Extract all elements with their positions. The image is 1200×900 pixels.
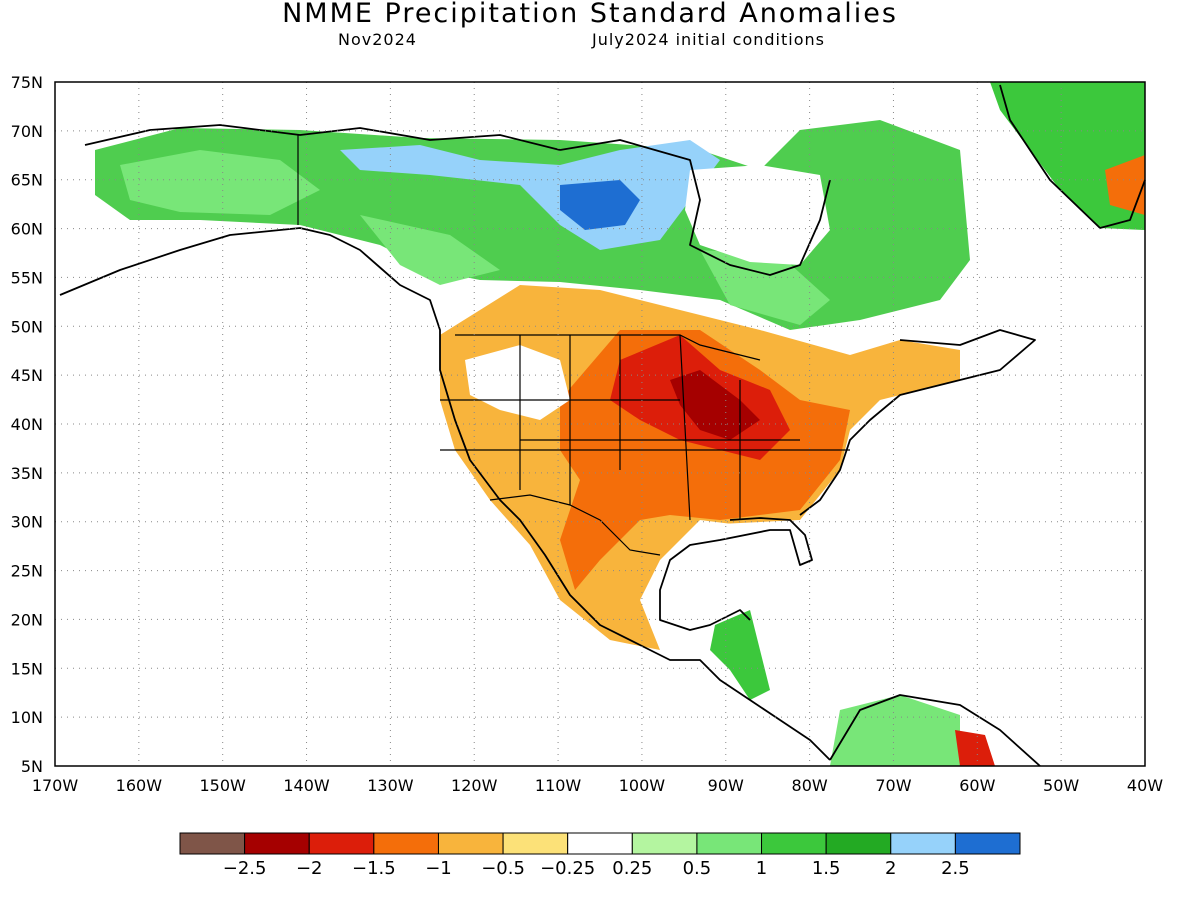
colorbar-swatch (179, 832, 246, 855)
anomaly-region-greenland (990, 82, 1145, 230)
colorbar-swatch (437, 832, 504, 855)
anomaly-region-central-america-green (710, 610, 770, 700)
colorbar-swatch (761, 832, 827, 855)
lat-tick-label: 10N (11, 708, 43, 727)
lon-tick-label: 160W (116, 776, 163, 795)
lon-tick-label: 150W (200, 776, 247, 795)
lon-tick-label: 40W (1127, 776, 1163, 795)
lat-tick-label: 35N (11, 464, 43, 483)
colorbar-swatch (373, 832, 439, 855)
colorbar-swatch (567, 832, 633, 855)
lat-tick-label: 25N (11, 562, 43, 581)
colorbar-swatch (631, 832, 698, 855)
anomaly-region-venezuela-red (955, 730, 995, 766)
anomaly-region-hudson-blue (560, 180, 640, 230)
colorbar-tick-label: −1 (425, 858, 452, 879)
colorbar-swatch (502, 832, 569, 855)
lon-tick-label: 100W (619, 776, 666, 795)
lat-tick-label: 55N (11, 268, 43, 287)
coastlines (59, 84, 1146, 767)
lon-tick-label: 70W (875, 776, 911, 795)
lon-tick-label: 80W (792, 776, 828, 795)
lat-tick-label: 20N (11, 610, 43, 629)
colorbar-tick-label: 2.5 (941, 858, 970, 879)
longitude-labels: 170W 160W 150W 140W 130W 120W 110W 100W 90W 80W 70… (32, 776, 1163, 795)
lon-tick-label: 120W (451, 776, 498, 795)
colorbar (179, 832, 1021, 855)
map-title: NMME Precipitation Standard Anomalies (282, 0, 898, 29)
lon-tick-label: 110W (535, 776, 582, 795)
anomaly-region-greenland-red (1105, 155, 1145, 215)
colorbar-tick-label: −1.5 (352, 858, 396, 879)
map-frame (54, 81, 1146, 767)
lat-tick-label: 40N (11, 415, 43, 434)
lon-tick-label: 90W (708, 776, 744, 795)
lon-tick-label: 50W (1043, 776, 1079, 795)
anomaly-region-hudson-bay-white (685, 165, 830, 265)
lat-tick-label: 70N (11, 122, 43, 141)
lat-tick-label: 60N (11, 220, 43, 239)
anomaly-region-northwest-white (465, 345, 570, 420)
anomaly-region-southeast-white (700, 520, 810, 570)
colorbar-tick-label: −0.5 (481, 858, 525, 879)
colorbar-swatch (696, 832, 763, 855)
colorbar-swatch (890, 832, 956, 855)
lon-tick-label: 130W (367, 776, 414, 795)
colorbar-tick-label: 0.5 (683, 858, 712, 879)
lon-tick-label: 140W (283, 776, 330, 795)
colorbar-tick-label: −2 (296, 858, 323, 879)
lat-tick-label: 5N (21, 757, 43, 776)
colorbar-swatch (825, 832, 892, 855)
lat-tick-label: 30N (11, 513, 43, 532)
latitude-labels: 5N 10N 15N 20N 25N 30N 35N 40N 45N 50N 55N 60N 65N 70… (11, 73, 43, 776)
colorbar-swatch (308, 832, 375, 855)
lon-tick-label: 170W (32, 776, 79, 795)
anomaly-region-us-darkred (670, 370, 760, 440)
lat-tick-label: 75N (11, 73, 43, 92)
anomaly-region-colombia-green (830, 695, 960, 766)
colorbar-tick-label: 1 (756, 858, 767, 879)
lat-tick-label: 50N (11, 317, 43, 336)
colorbar-swatch (244, 832, 310, 855)
graticule (55, 82, 1145, 766)
colorbar-tick-label: −2.5 (223, 858, 267, 879)
lat-tick-label: 15N (11, 659, 43, 678)
colorbar-tick-label: 0.25 (612, 858, 652, 879)
lat-tick-label: 65N (11, 171, 43, 190)
lon-tick-label: 60W (959, 776, 995, 795)
target-month-label: Nov2024 (338, 30, 417, 49)
init-conditions-label: July2024 initial conditions (592, 30, 825, 49)
colorbar-tick-label: 1.5 (812, 858, 841, 879)
colorbar-swatch (954, 832, 1021, 855)
colorbar-labels: −2.5 −2 −1.5 −1 −0.5 −0.25 0.25 0.5 1 1.5 2 2.5 (223, 858, 970, 879)
political-boundaries (297, 135, 850, 556)
colorbar-tick-label: −0.25 (540, 858, 595, 879)
lat-tick-label: 45N (11, 366, 43, 385)
colorbar-tick-label: 2 (885, 858, 896, 879)
